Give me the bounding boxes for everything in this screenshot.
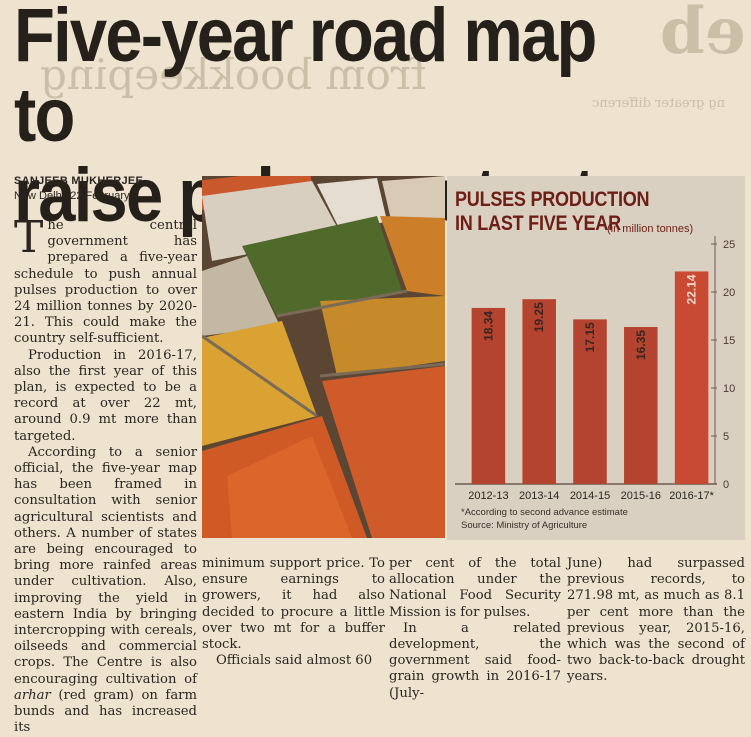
x-tick-label: 2013-14 — [519, 490, 559, 502]
y-tick-label: 15 — [723, 335, 735, 347]
paragraph-2: Production in 2016-17, also the first ye… — [14, 347, 197, 444]
y-tick-label: 5 — [723, 431, 729, 443]
y-tick-label: 10 — [723, 383, 735, 395]
bar-value-label: 16.35 — [634, 330, 648, 360]
chart-source: Source: Ministry of Agriculture — [461, 520, 588, 531]
x-tick-label: 2015-16 — [621, 490, 661, 502]
article-column-2: minimum support price. To ensure earning… — [202, 556, 385, 669]
column-2-paragraph-2: Officials said almost 60 — [216, 653, 373, 669]
byline-block: SANJEEB MUKHERJEE New Delhi, 22 February — [14, 174, 143, 204]
paragraph-3-text: According to a senior official, the five… — [14, 444, 197, 687]
bar-2014-15 — [573, 319, 607, 484]
bar-value-label: 19.25 — [532, 302, 546, 332]
bar-2013-14 — [522, 299, 556, 484]
headline-line-1: Five-year road map to — [14, 0, 597, 158]
pulses-photo — [202, 176, 445, 538]
column-3-paragraph-2: In a related development, the government… — [389, 620, 561, 701]
bar-value-label: 17.15 — [583, 322, 597, 352]
article-column-4: June) had surpassed previous records, to… — [567, 556, 745, 686]
paragraph-3-italic: arhar — [14, 687, 51, 703]
bar-value-label: 22.14 — [685, 274, 699, 304]
pulses-photo-art — [202, 176, 445, 538]
x-tick-label: 2012-13 — [468, 490, 508, 502]
pulses-production-chart: PULSES PRODUCTION IN LAST FIVE YEAR (in … — [447, 176, 745, 540]
bar-2015-16 — [624, 327, 658, 484]
column-4-paragraph-1: June) had surpassed previous records, to… — [567, 556, 745, 685]
y-tick-label: 0 — [723, 479, 729, 491]
y-tick-label: 25 — [723, 239, 735, 251]
drop-cap: T — [14, 212, 44, 263]
column-3-paragraph-1: per cent of the total allocation under t… — [389, 556, 561, 620]
paragraph-1-text: he central government has prepared a fiv… — [14, 218, 197, 347]
paragraph-3: According to a senior official, the five… — [14, 445, 197, 737]
column-2-paragraph-1: minimum support price. To ensure earning… — [202, 556, 385, 653]
chart-plot: 0 5 10 15 20 25 18.34 2012-13 19.25 2013-14 17.15 2… — [455, 236, 735, 502]
chart-notes: *According to second advance estimate So… — [461, 506, 628, 532]
bar-value-label: 18.34 — [481, 311, 495, 341]
bar-2016-17* — [674, 271, 709, 484]
dateline: New Delhi, 22 February — [14, 190, 130, 202]
x-tick-label: 2016-17* — [669, 490, 714, 502]
y-tick-label: 20 — [723, 287, 735, 299]
byline-author: SANJEEB MUKHERJEE — [14, 175, 144, 187]
bar-2012-13 — [471, 307, 506, 484]
chart-title: PULSES PRODUCTION IN LAST FIVE YEAR — [455, 188, 650, 235]
bleed-text-3: eb — [660, 0, 746, 69]
chart-footnote: *According to second advance estimate — [461, 507, 628, 518]
chart-unit: (in million tonnes) — [607, 223, 694, 235]
article-column-3: per cent of the total allocation under t… — [389, 556, 561, 702]
x-tick-label: 2014-15 — [570, 490, 610, 502]
